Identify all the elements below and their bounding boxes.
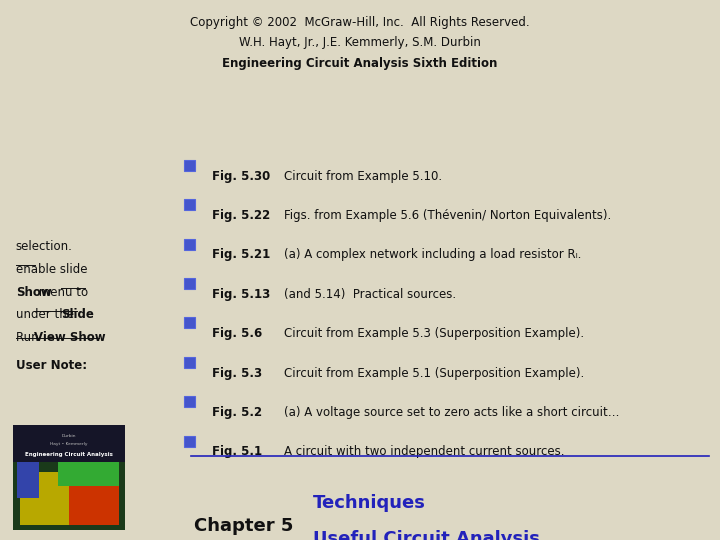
Text: Fig. 5.13: Fig. 5.13 — [212, 288, 271, 301]
Text: (a) A voltage source set to zero acts like a short circuit…: (a) A voltage source set to zero acts li… — [284, 406, 620, 419]
Text: Run: Run — [16, 331, 42, 344]
Text: Engineering Circuit Analysis Sixth Edition: Engineering Circuit Analysis Sixth Editi… — [222, 57, 498, 70]
Text: A circuit with two independent current sources.: A circuit with two independent current s… — [284, 446, 565, 458]
Text: menu to: menu to — [35, 286, 88, 299]
Text: W.H. Hayt, Jr., J.E. Kemmerly, S.M. Durbin: W.H. Hayt, Jr., J.E. Kemmerly, S.M. Durb… — [239, 36, 481, 49]
Text: Fig. 5.2: Fig. 5.2 — [212, 406, 263, 419]
Bar — [13, 425, 125, 530]
Text: enable slide: enable slide — [16, 263, 87, 276]
Text: Fig. 5.30: Fig. 5.30 — [212, 170, 271, 183]
Text: Hayt • Kemmerly: Hayt • Kemmerly — [50, 442, 88, 446]
Text: Slide: Slide — [61, 308, 94, 321]
Bar — [184, 239, 194, 249]
Bar — [184, 318, 194, 328]
Bar — [20, 472, 71, 525]
Text: Figs. from Example 5.6 (Thévenin/ Norton Equivalents).: Figs. from Example 5.6 (Thévenin/ Norton… — [284, 209, 612, 222]
Text: Show: Show — [16, 286, 52, 299]
Text: User Note:: User Note: — [16, 359, 87, 372]
Bar — [69, 483, 119, 525]
Text: View Show: View Show — [34, 331, 106, 344]
Text: selection.: selection. — [16, 240, 73, 253]
Bar — [184, 278, 194, 289]
Bar — [184, 357, 194, 368]
Text: Fig. 5.6: Fig. 5.6 — [212, 327, 263, 340]
Text: Circuit from Example 5.1 (Superposition Example).: Circuit from Example 5.1 (Superposition … — [284, 367, 585, 380]
Text: under the: under the — [16, 308, 78, 321]
Text: Copyright © 2002  McGraw-Hill, Inc.  All Rights Reserved.: Copyright © 2002 McGraw-Hill, Inc. All R… — [190, 16, 530, 29]
Text: Circuit from Example 5.10.: Circuit from Example 5.10. — [284, 170, 443, 183]
Bar — [58, 456, 119, 486]
Bar — [17, 440, 39, 498]
Text: Fig. 5.22: Fig. 5.22 — [212, 209, 271, 222]
Bar — [13, 425, 125, 462]
Bar — [184, 160, 194, 171]
Text: Chapter 5: Chapter 5 — [194, 517, 294, 535]
Text: Durbin: Durbin — [61, 434, 76, 437]
Text: Fig. 5.1: Fig. 5.1 — [212, 446, 263, 458]
Bar — [184, 436, 194, 447]
Bar — [184, 199, 194, 210]
Text: Fig. 5.3: Fig. 5.3 — [212, 367, 263, 380]
Text: (and 5.14)  Practical sources.: (and 5.14) Practical sources. — [284, 288, 456, 301]
Text: Techniques: Techniques — [313, 494, 426, 512]
Text: (a) A complex network including a load resistor Rₗ.: (a) A complex network including a load r… — [284, 248, 582, 261]
Bar — [184, 396, 194, 407]
Text: Engineering Circuit Analysis: Engineering Circuit Analysis — [24, 452, 113, 457]
Text: Circuit from Example 5.3 (Superposition Example).: Circuit from Example 5.3 (Superposition … — [284, 327, 585, 340]
Text: Fig. 5.21: Fig. 5.21 — [212, 248, 271, 261]
Text: Useful Circuit Analysis: Useful Circuit Analysis — [313, 530, 540, 540]
